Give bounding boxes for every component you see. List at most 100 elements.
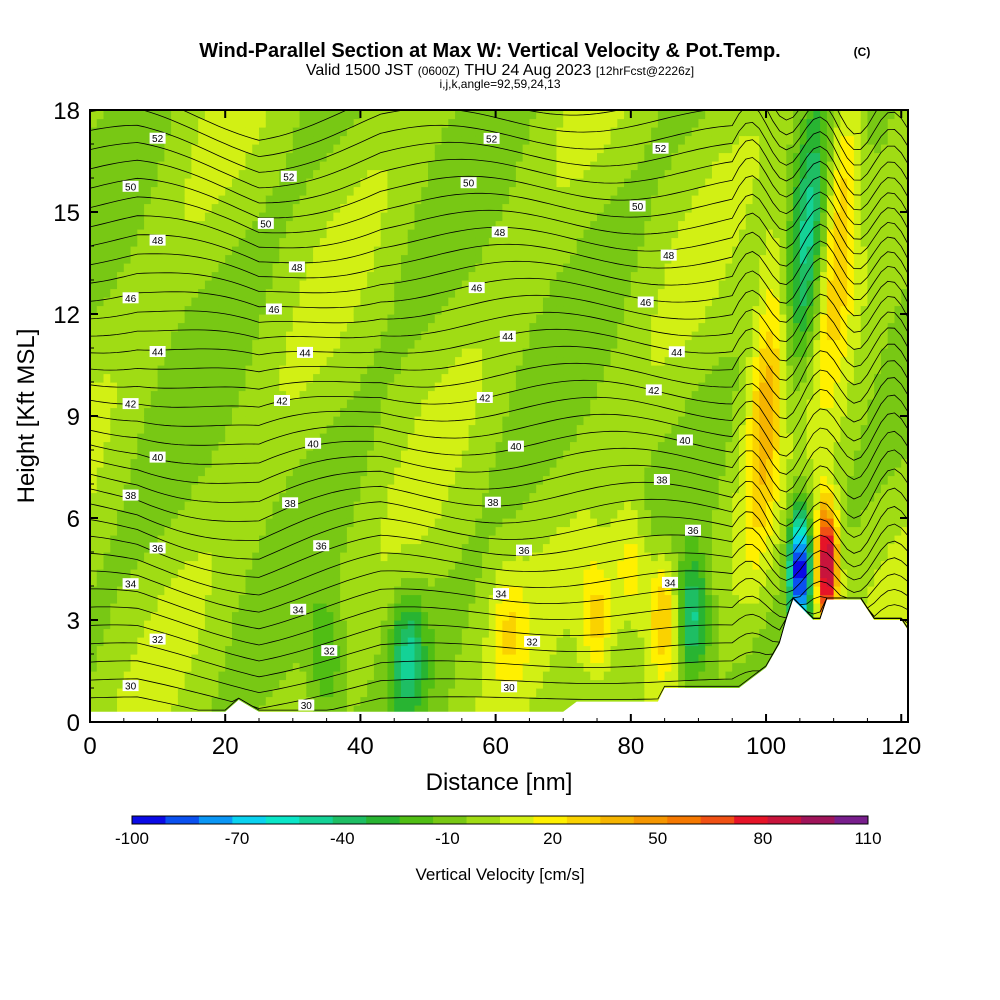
velocity-cell <box>144 679 152 689</box>
velocity-cell <box>326 671 334 681</box>
velocity-cell <box>522 569 531 579</box>
velocity-cell <box>313 662 321 672</box>
velocity-cell <box>482 637 490 647</box>
velocity-cell <box>475 263 483 273</box>
velocity-cell <box>421 662 429 672</box>
velocity-cell <box>394 467 402 477</box>
velocity-cell <box>96 603 105 613</box>
velocity-cell <box>529 390 537 400</box>
velocity-cell <box>488 110 497 120</box>
velocity-cell <box>319 458 328 468</box>
velocity-cell <box>475 654 483 664</box>
velocity-cell <box>461 467 470 477</box>
velocity-cell <box>549 203 558 213</box>
velocity-cell <box>306 297 314 307</box>
velocity-cell <box>198 169 206 179</box>
velocity-cell <box>380 373 389 383</box>
velocity-cell <box>461 390 470 400</box>
velocity-cell <box>150 501 159 511</box>
velocity-cell <box>259 501 267 511</box>
velocity-cell <box>245 127 253 137</box>
velocity-cell <box>252 331 260 341</box>
velocity-cell <box>130 535 138 545</box>
velocity-cell <box>495 560 503 570</box>
velocity-cell <box>313 348 321 358</box>
velocity-cell <box>171 322 179 332</box>
velocity-cell <box>225 331 233 341</box>
velocity-cell <box>110 195 118 205</box>
velocity-cell <box>265 288 274 298</box>
velocity-cell <box>252 203 260 213</box>
velocity-cell <box>394 637 402 647</box>
velocity-cell <box>164 654 172 664</box>
velocity-cell <box>164 416 172 426</box>
velocity-cell <box>286 178 294 188</box>
velocity-cell <box>522 492 531 502</box>
velocity-cell <box>421 135 429 145</box>
velocity-cell <box>461 696 470 706</box>
velocity-cell <box>333 220 341 230</box>
velocity-cell <box>319 127 328 137</box>
velocity-cell <box>488 569 497 579</box>
velocity-cell <box>144 118 152 128</box>
velocity-cell <box>340 518 348 528</box>
velocity-cell <box>407 186 416 196</box>
velocity-cell <box>306 237 314 247</box>
velocity-cell <box>292 195 301 205</box>
velocity-cell <box>265 348 274 358</box>
velocity-cell <box>455 654 463 664</box>
velocity-cell <box>414 552 422 562</box>
velocity-cell <box>461 186 470 196</box>
velocity-cell <box>502 297 510 307</box>
velocity-cell <box>373 671 382 681</box>
velocity-cell <box>265 688 274 698</box>
velocity-cell <box>333 186 341 196</box>
velocity-cell <box>556 586 564 596</box>
velocity-cell <box>414 195 422 205</box>
velocity-cell <box>414 543 422 553</box>
velocity-cell <box>238 620 247 630</box>
velocity-cell <box>110 450 118 460</box>
velocity-cell <box>103 365 111 375</box>
velocity-cell <box>542 569 551 579</box>
velocity-cell <box>326 586 334 596</box>
velocity-cell <box>353 118 362 128</box>
velocity-cell <box>123 118 132 128</box>
velocity-cell <box>380 433 389 443</box>
velocity-cell <box>319 348 328 358</box>
velocity-cell <box>380 144 389 154</box>
velocity-cell <box>144 297 152 307</box>
velocity-cell <box>177 671 186 681</box>
velocity-cell <box>90 135 98 145</box>
velocity-cell <box>171 569 179 579</box>
velocity-cell <box>434 560 443 570</box>
velocity-cell <box>529 152 537 162</box>
velocity-cell <box>90 161 98 171</box>
velocity-cell <box>333 212 341 222</box>
velocity-cell <box>96 246 105 256</box>
velocity-cell <box>542 526 551 536</box>
velocity-cell <box>184 637 192 647</box>
velocity-cell <box>238 484 247 494</box>
velocity-cell <box>509 458 517 468</box>
velocity-cell <box>509 212 517 222</box>
velocity-cell <box>400 509 409 519</box>
velocity-cell <box>367 237 375 247</box>
velocity-cell <box>441 271 449 281</box>
velocity-cell <box>90 118 98 128</box>
velocity-cell <box>198 458 206 468</box>
velocity-cell <box>299 620 307 630</box>
velocity-cell <box>455 339 463 349</box>
velocity-cell <box>353 535 362 545</box>
velocity-cell <box>259 178 267 188</box>
velocity-cell <box>326 135 334 145</box>
velocity-cell <box>482 127 490 137</box>
velocity-cell <box>306 382 314 392</box>
velocity-cell <box>286 458 294 468</box>
velocity-cell <box>461 280 470 290</box>
velocity-cell <box>421 127 429 137</box>
velocity-cell <box>448 127 456 137</box>
velocity-cell <box>150 339 159 349</box>
velocity-cell <box>515 220 524 230</box>
velocity-cell <box>475 535 483 545</box>
